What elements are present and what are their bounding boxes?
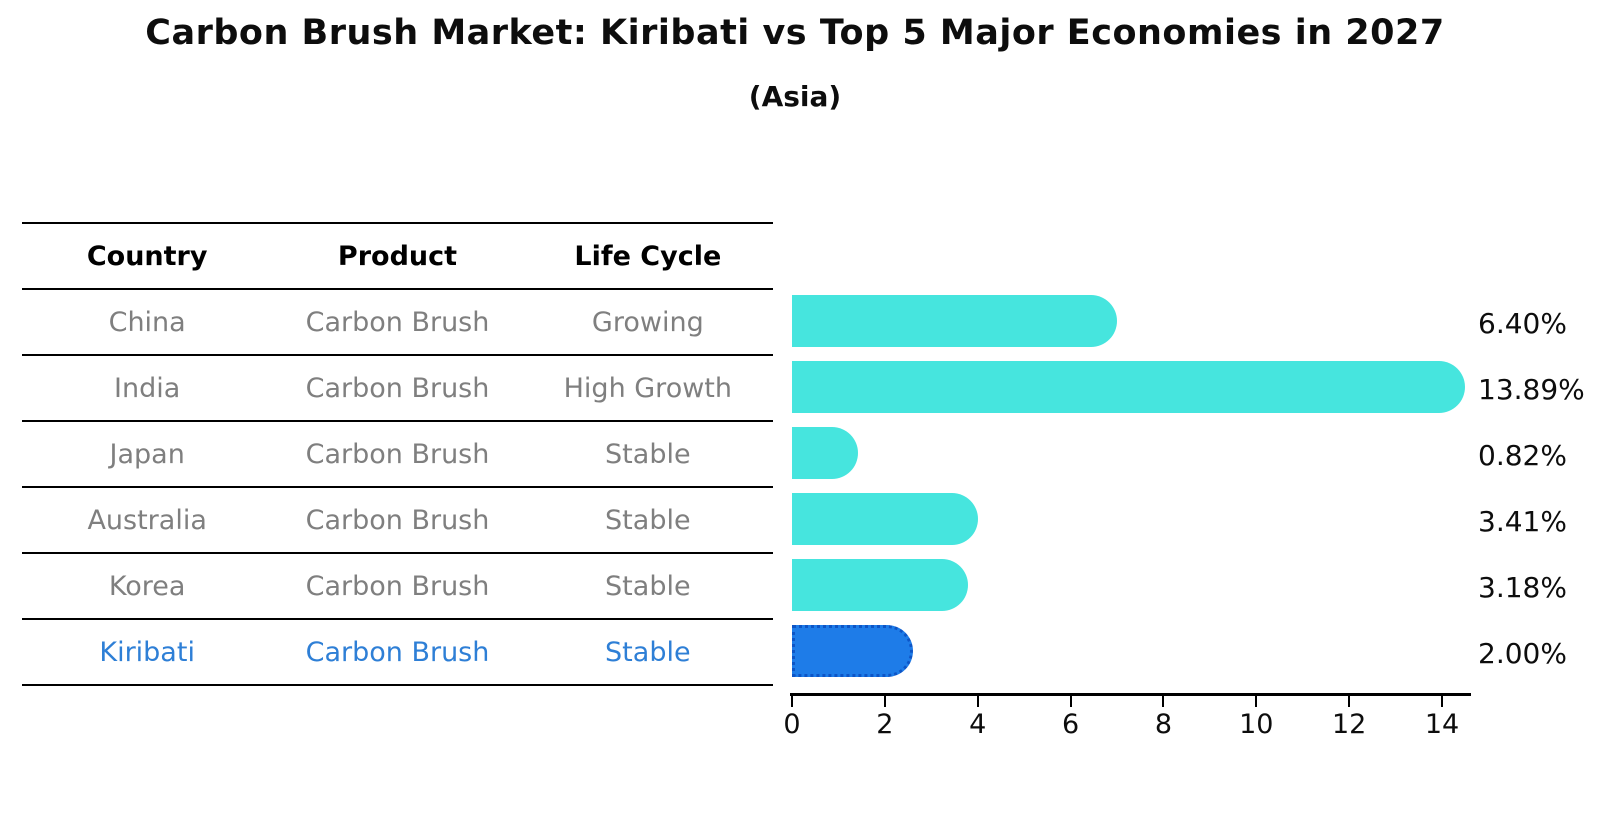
cell-product: Carbon Brush (305, 372, 490, 404)
bar-row (792, 552, 1492, 618)
bar-row (792, 618, 1492, 684)
cell-country: India (114, 372, 181, 404)
cell-product: Carbon Brush (305, 570, 490, 602)
cell-country: Japan (109, 438, 185, 470)
x-tick-label: 14 (1424, 709, 1460, 740)
table-row: Japan Carbon Brush Stable (22, 422, 773, 488)
column-header-life-cycle: Life Cycle (574, 240, 722, 272)
x-tick-mark (883, 696, 886, 707)
bar-row (792, 288, 1492, 354)
table-row: Australia Carbon Brush Stable (22, 488, 773, 554)
table-row: India Carbon Brush High Growth (22, 356, 773, 422)
cell-life-cycle: Stable (605, 504, 691, 536)
bar-china (792, 295, 1118, 347)
x-tick-mark (1255, 696, 1258, 707)
value-label-korea: 3.18% (1478, 571, 1567, 604)
x-tick-label: 6 (1061, 709, 1080, 740)
chart-title: Carbon Brush Market: Kiribati vs Top 5 M… (145, 13, 1445, 53)
bar-australia (792, 493, 979, 545)
column-header-product: Product (337, 240, 458, 272)
cell-product: Carbon Brush (305, 438, 490, 470)
value-labels: 6.40% 13.89% 0.82% 3.41% 3.18% 2.00% (1478, 291, 1585, 687)
table-row: Korea Carbon Brush Stable (22, 554, 773, 620)
value-label-china: 6.40% (1478, 307, 1567, 340)
x-axis-line (790, 693, 1471, 696)
cell-life-cycle: Stable (605, 438, 691, 470)
x-tick-label: 10 (1239, 709, 1274, 740)
x-tick-mark (791, 696, 793, 707)
x-tick-label: 8 (1154, 709, 1173, 740)
cell-country: China (108, 306, 186, 338)
x-tick-mark (1348, 696, 1351, 707)
x-tick-label: 2 (876, 709, 894, 740)
bar-korea (792, 559, 968, 611)
value-label-japan: 0.82% (1478, 439, 1567, 472)
cell-life-cycle: Stable (605, 636, 691, 668)
value-label-australia: 3.41% (1478, 505, 1567, 538)
value-label-india: 13.89% (1478, 373, 1585, 406)
cell-life-cycle: High Growth (563, 372, 732, 404)
table-row: China Carbon Brush Growing (22, 290, 773, 356)
cell-life-cycle: Growing (591, 306, 704, 338)
x-tick-mark (1162, 696, 1165, 707)
cell-country: Korea (108, 570, 186, 602)
data-table: Country Product Life Cycle China Carbon … (22, 222, 773, 686)
table-row-kiribati: Kiribati Carbon Brush Stable (22, 620, 773, 686)
cell-product: Carbon Brush (305, 504, 490, 536)
bar-row (792, 420, 1492, 486)
bar-chart (792, 288, 1492, 684)
x-tick-mark (1069, 696, 1072, 707)
chart-subtitle: (Asia) (748, 80, 842, 113)
cell-life-cycle: Stable (605, 570, 691, 602)
x-tick-mark (976, 696, 979, 707)
x-tick-label: 0 (783, 709, 801, 740)
value-label-kiribati: 2.00% (1478, 637, 1567, 670)
bar-india (792, 361, 1465, 413)
cell-product: Carbon Brush (305, 306, 490, 338)
cell-product: Carbon Brush (305, 636, 490, 668)
x-tick-label: 12 (1331, 709, 1367, 740)
table-header-row: Country Product Life Cycle (22, 224, 773, 290)
x-tick-mark (1441, 696, 1443, 707)
bar-row (792, 354, 1492, 420)
x-tick-label: 4 (969, 709, 987, 740)
cell-country: Kiribati (99, 636, 195, 668)
bar-kiribati (792, 625, 913, 677)
bar-japan (792, 427, 859, 479)
column-header-country: Country (86, 240, 208, 272)
bar-row (792, 486, 1492, 552)
cell-country: Australia (87, 504, 207, 536)
